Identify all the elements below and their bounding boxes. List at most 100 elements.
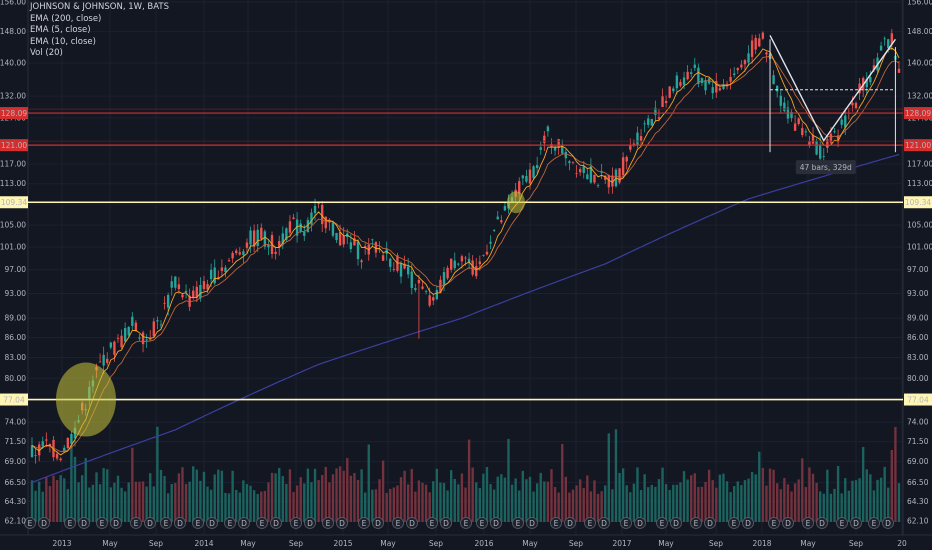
volume-bar [621,468,625,522]
candle-body [521,175,525,179]
dividend-marker [270,517,282,529]
earnings-marker [620,517,632,529]
candle-body [263,231,267,247]
volume-bar [195,469,198,522]
volume-bar [829,493,833,522]
y-tick-label-right: 66.50 [907,478,929,487]
candle-body [636,132,639,145]
candle-body [661,96,664,108]
volume-bar [303,483,306,522]
volume-bar [278,467,281,522]
candle-body [836,135,840,143]
earnings-marker [290,517,302,529]
volume-bar [102,468,105,522]
volume-bar [288,469,292,522]
candle-body [854,102,858,109]
volume-bar [779,489,782,522]
volume-bar [156,426,159,522]
candle-body [213,267,216,284]
candle-body [621,157,625,176]
ema5-line [31,47,900,456]
earnings-marker-label: E [480,519,485,528]
volume-bar [342,470,345,522]
volume-bar [471,467,474,522]
candle-body [59,458,62,461]
volume-bar [356,479,360,522]
y-tick-label-right: 117.00 [907,160,932,169]
candle-body [310,212,313,225]
dividend-marker-label: D [41,519,47,528]
x-tick-label: 20 [897,539,907,548]
dividend-marker [816,517,828,529]
earnings-marker-label: E [772,519,777,528]
volume-bar [41,491,44,522]
candle-body [557,139,560,148]
candle-body [776,85,779,92]
volume-bar [227,493,231,522]
volume-bar [711,480,714,522]
volume-bar [328,482,331,522]
candle-body [141,332,145,345]
earnings-marker [836,517,848,529]
candle-body [170,281,173,288]
earnings-marker-label: E [554,519,559,528]
volume-bar [550,469,553,522]
candle-body [299,223,302,232]
volume-bar [449,470,453,522]
volume-bar [647,487,650,522]
candle-body [281,233,284,245]
volume-bar [876,479,879,522]
volume-bar [392,487,396,522]
volume-bar [897,483,901,522]
candle-body [188,295,191,307]
candle-body [729,76,732,82]
volume-bar [578,479,582,522]
legend-volume[interactable]: Vol (20) [30,48,63,58]
candle-body [693,64,696,68]
dividend-marker-label: D [745,519,751,528]
measure-zigzag [769,35,896,142]
volume-bar [700,486,704,522]
volume-bar [410,468,413,522]
legend-ema5[interactable]: EMA (5, close) [30,25,91,35]
volume-bar [245,484,249,522]
candle-body [410,271,413,289]
candle-body [338,232,342,246]
candle-body [858,83,861,94]
candle-body [242,251,245,255]
earnings-marker [690,517,702,529]
candle-body [102,354,105,366]
volume-bar [131,447,134,522]
candle-body [783,102,786,112]
volume-bar [45,477,48,522]
volume-bar [52,475,55,522]
candle-body [52,439,55,458]
volume-bar [37,481,41,522]
volume-bar [535,483,539,522]
candle-body [37,444,41,456]
legend-symbol[interactable]: JOHNSON & JOHNSON, 1W, BATS [30,2,170,12]
candle-body [371,239,374,241]
candle-body [589,166,593,183]
volume-bar [650,484,653,522]
earnings-marker [768,517,780,529]
dividend-marker [304,517,316,529]
candle-body [421,286,424,289]
volume-bar [858,478,861,522]
candle-body [733,73,736,75]
volume-bar [34,490,37,522]
legend-ema10[interactable]: EMA (10, close) [30,36,96,47]
candle-body [70,433,73,444]
y-tick-label-left: 80.00 [5,374,27,383]
candle-body [747,53,750,63]
earnings-marker-label: E [396,519,401,528]
volume-bar [417,480,421,522]
legend-ema200[interactable]: EMA (200, close) [30,13,102,24]
volume-bar [120,487,123,522]
volume-bar [145,486,148,522]
volume-bar [510,484,514,522]
candle-body [485,251,489,255]
candle-body [364,246,367,248]
volume-bar [865,469,868,522]
